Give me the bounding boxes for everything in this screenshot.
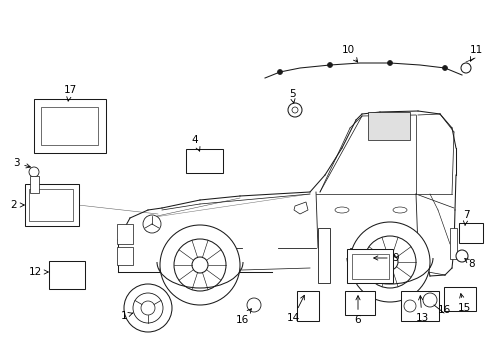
Circle shape — [291, 107, 297, 113]
Circle shape — [381, 254, 397, 270]
FancyBboxPatch shape — [448, 228, 456, 258]
Text: 12: 12 — [28, 267, 48, 277]
FancyBboxPatch shape — [317, 228, 329, 283]
FancyBboxPatch shape — [117, 224, 133, 244]
Text: 17: 17 — [63, 85, 77, 101]
Circle shape — [246, 298, 261, 312]
Circle shape — [160, 225, 240, 305]
FancyBboxPatch shape — [351, 253, 387, 279]
Circle shape — [141, 301, 155, 315]
Text: 8: 8 — [464, 258, 474, 269]
Text: 11: 11 — [468, 45, 482, 61]
Circle shape — [327, 63, 332, 68]
Text: 2: 2 — [11, 200, 24, 210]
Text: 13: 13 — [414, 296, 428, 323]
Text: 16: 16 — [436, 305, 450, 315]
FancyBboxPatch shape — [25, 184, 79, 226]
Text: 4: 4 — [191, 135, 200, 151]
Polygon shape — [118, 112, 455, 282]
Circle shape — [29, 167, 39, 177]
Text: 6: 6 — [354, 296, 361, 325]
FancyBboxPatch shape — [185, 149, 223, 173]
Circle shape — [349, 222, 429, 302]
Circle shape — [192, 257, 207, 273]
FancyBboxPatch shape — [443, 287, 475, 311]
FancyBboxPatch shape — [296, 291, 318, 321]
Circle shape — [142, 215, 161, 233]
FancyBboxPatch shape — [117, 247, 133, 265]
FancyBboxPatch shape — [345, 291, 374, 315]
Ellipse shape — [334, 207, 348, 213]
FancyBboxPatch shape — [49, 261, 85, 289]
Text: 3: 3 — [13, 158, 30, 168]
Circle shape — [363, 236, 415, 288]
FancyBboxPatch shape — [346, 249, 392, 283]
Ellipse shape — [392, 207, 406, 213]
FancyBboxPatch shape — [400, 291, 438, 321]
Text: 14: 14 — [286, 295, 304, 323]
Circle shape — [386, 60, 392, 66]
Circle shape — [174, 239, 225, 291]
Text: 9: 9 — [373, 253, 399, 263]
FancyBboxPatch shape — [367, 112, 409, 140]
Text: 16: 16 — [235, 309, 251, 325]
FancyBboxPatch shape — [29, 189, 73, 221]
Circle shape — [133, 293, 163, 323]
Text: 15: 15 — [456, 294, 469, 313]
Circle shape — [124, 284, 172, 332]
Circle shape — [277, 69, 282, 75]
FancyBboxPatch shape — [458, 223, 482, 243]
Circle shape — [455, 250, 467, 262]
Circle shape — [442, 66, 447, 71]
FancyBboxPatch shape — [34, 99, 106, 153]
Circle shape — [460, 63, 470, 73]
Text: 1: 1 — [121, 311, 133, 321]
Circle shape — [403, 300, 415, 312]
FancyBboxPatch shape — [41, 107, 98, 145]
FancyBboxPatch shape — [29, 176, 39, 193]
Text: 7: 7 — [462, 210, 468, 226]
Text: 5: 5 — [288, 89, 295, 103]
Circle shape — [422, 293, 436, 307]
Polygon shape — [293, 202, 307, 214]
Circle shape — [287, 103, 302, 117]
Text: 10: 10 — [341, 45, 357, 62]
